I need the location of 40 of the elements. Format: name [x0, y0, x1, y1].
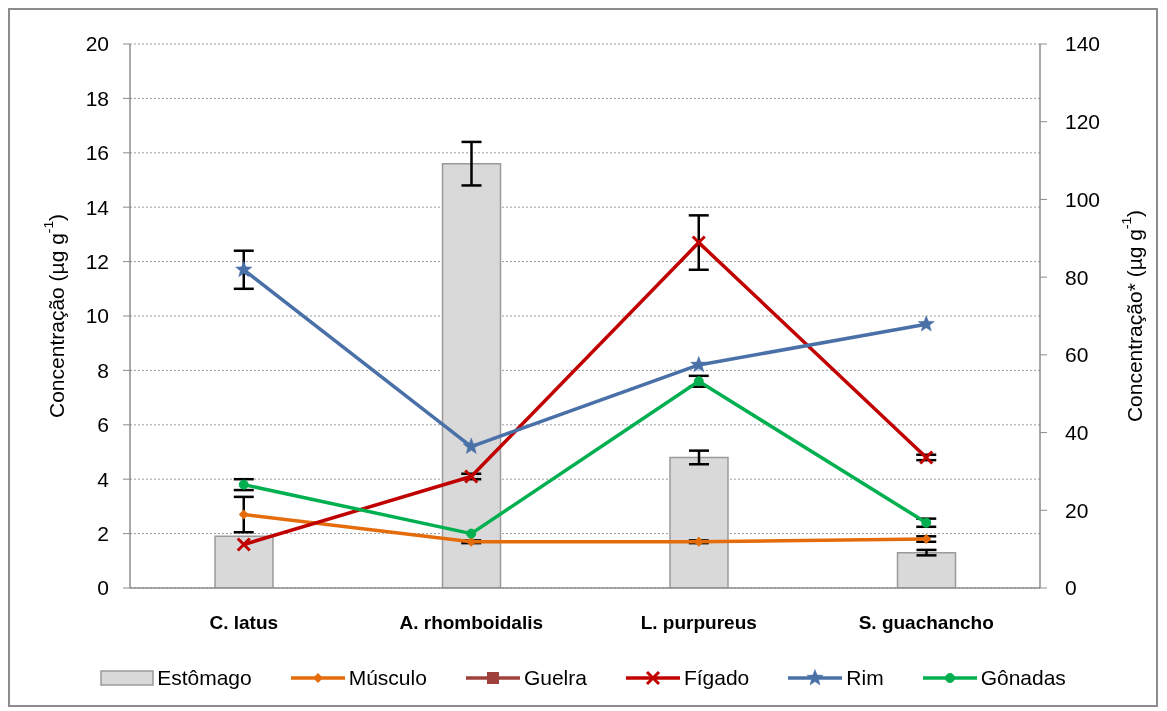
y2-tick-label: 100 — [1065, 187, 1101, 211]
x-tick-label: C. latus — [209, 612, 279, 634]
y-tick-label: 12 — [85, 250, 109, 274]
y2-tick-label: 80 — [1065, 265, 1089, 289]
y-tick-label: 16 — [85, 141, 109, 165]
y-tick-label: 10 — [85, 304, 109, 328]
y-tick-label: 6 — [97, 413, 109, 437]
point — [238, 509, 249, 520]
x-tick-label: A. rhomboidalis — [399, 612, 544, 634]
y-tick-label: 4 — [97, 467, 110, 491]
point — [693, 376, 704, 387]
x-tick-label: L. purpureus — [640, 612, 757, 634]
point — [921, 534, 932, 545]
y2-tick-label: 40 — [1065, 421, 1089, 445]
legend-label: Gônadas — [980, 666, 1066, 690]
legend-label: Rim — [846, 666, 884, 690]
y2-tick-label: 60 — [1065, 343, 1089, 367]
legend-label: Guelra — [523, 666, 587, 690]
legend-label: Músculo — [348, 666, 427, 690]
y2-tick-label: 120 — [1065, 110, 1101, 134]
legend-label: Fígado — [683, 666, 750, 690]
point — [690, 356, 708, 373]
y-tick-label: 14 — [85, 195, 110, 219]
y-tick-label: 20 — [85, 32, 109, 56]
y-tick-label: 8 — [97, 358, 109, 382]
point — [238, 479, 249, 490]
point — [235, 261, 253, 277]
y2-tick-label: 20 — [1065, 498, 1089, 522]
point — [466, 528, 477, 539]
point — [917, 315, 935, 332]
y-tick-label: 2 — [97, 522, 109, 546]
y-tick-label: 18 — [85, 86, 109, 110]
bar — [896, 551, 957, 588]
point — [921, 517, 932, 528]
bar — [214, 535, 274, 588]
y2-tick-label: 0 — [1065, 576, 1077, 600]
y2-tick-label: 140 — [1065, 32, 1101, 56]
legend-label: Estômago — [157, 666, 252, 690]
x-tick-label: S. guachancho — [858, 612, 994, 634]
y-tick-label: 0 — [97, 576, 109, 600]
